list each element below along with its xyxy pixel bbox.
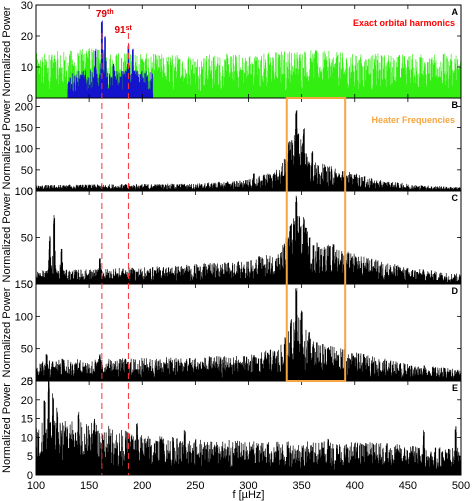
x-axis-label: f [µHz]: [232, 489, 264, 501]
y-tick-label: 100: [15, 311, 33, 323]
x-tick-label: 500: [452, 480, 470, 492]
heater-frequencies-box: [285, 97, 347, 382]
y-tick-label: 5: [27, 451, 33, 463]
panel-letter: E: [452, 383, 458, 393]
y-axis-label: Normalized Power: [1, 6, 13, 96]
y-tick-label: 10: [21, 432, 33, 444]
y-tick-label: 0: [27, 470, 33, 482]
panel-e: 0 5 10 15 20 25 E Normalized Power: [1, 376, 462, 482]
y-tick-label: 50: [21, 165, 33, 177]
x-tick-label: 150: [80, 480, 98, 492]
y-tick-label: 0: [27, 279, 33, 291]
y-tick-label: 20: [21, 395, 33, 407]
y-tick-label: 10: [21, 62, 33, 74]
y-tick-label: 50: [21, 344, 33, 356]
y-tick-label: 50: [21, 233, 33, 245]
x-tick-label: 300: [239, 480, 257, 492]
panel-d-series-0: [36, 288, 461, 381]
panel-letter: D: [452, 286, 459, 296]
y-tick-label: 0: [27, 93, 33, 105]
panel-c-series-0: [36, 195, 461, 284]
x-tick-label: 250: [186, 480, 204, 492]
y-tick-label: 0: [27, 376, 33, 388]
y-tick-label: 200: [15, 101, 33, 113]
panel-letter: A: [452, 7, 459, 17]
y-tick-label: 15: [21, 414, 33, 426]
y-axis-label: Normalized Power: [1, 99, 13, 189]
y-tick-label: 100: [15, 186, 33, 198]
x-tick-label: 400: [346, 480, 364, 492]
panel-letter: B: [452, 100, 459, 110]
y-axis-label: Normalized Power: [1, 192, 13, 282]
panel-b: 0 50 100 150 200 B Normalized Power: [1, 97, 462, 198]
y-tick-label: 20: [21, 31, 33, 43]
y-tick-label: 30: [21, 0, 33, 12]
y-tick-label: 150: [15, 279, 33, 291]
panel-b-frame: [35, 97, 462, 192]
panel-letter: C: [452, 193, 459, 203]
y-axis-label: Normalized Power: [1, 287, 13, 377]
y-tick-label: 100: [15, 144, 33, 156]
panel-d: 0 50 100 150 D Normalized Power: [1, 279, 462, 388]
x-tick-label: 350: [292, 480, 310, 492]
x-tick-label: 200: [133, 480, 151, 492]
panel-a-series-1: [67, 20, 154, 98]
harmonic-91-label: 91st: [114, 25, 132, 37]
y-tick-label: 0: [27, 186, 33, 198]
orbital-harmonics-annotation: Exact orbital harmonics: [353, 18, 455, 28]
panel-c: 0 50 100 C Normalized Power: [1, 186, 462, 291]
panel-b-series-0: [36, 110, 461, 191]
y-axis-label: Normalized Power: [1, 383, 13, 473]
panel-a: 0 10 20 30 A Normalized Power: [1, 0, 462, 105]
overlay-group: 79th 91st Exact orbital harmonics Heater…: [96, 9, 455, 501]
x-tick-label: 100: [27, 480, 45, 492]
heater-frequencies-annotation: Heater Frequencies: [371, 115, 455, 125]
y-tick-label: 150: [15, 123, 33, 135]
x-tick-label: 450: [399, 480, 417, 492]
panel-e-series-0: [36, 381, 461, 475]
y-tick-label: 25: [21, 376, 33, 388]
harmonic-79-label: 79th: [96, 9, 114, 21]
